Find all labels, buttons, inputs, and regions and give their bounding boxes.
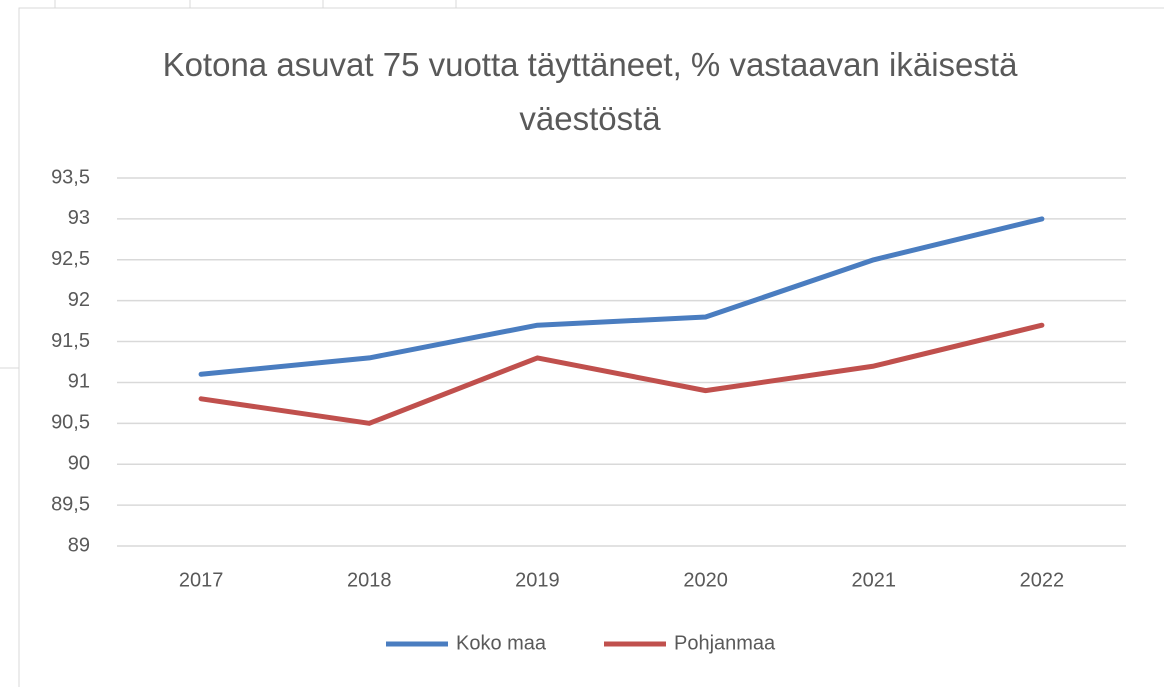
x-tick-label: 2019 bbox=[515, 569, 560, 591]
line-series bbox=[198, 322, 1045, 426]
line-series bbox=[198, 216, 1045, 377]
chart-border bbox=[18, 7, 1164, 687]
x-tick-label: 2022 bbox=[1020, 569, 1065, 591]
x-tick-label: 2017 bbox=[179, 569, 224, 591]
y-tick-label: 92,5 bbox=[51, 248, 90, 270]
chart-title: Kotona asuvat 75 vuotta täyttäneet, % va… bbox=[162, 46, 1018, 137]
y-tick-label: 91 bbox=[68, 371, 90, 393]
y-tick-label: 89 bbox=[68, 534, 90, 556]
y-tick-label: 93 bbox=[68, 207, 90, 229]
y-tick-label: 91,5 bbox=[51, 330, 90, 352]
legend-label: Koko maa bbox=[456, 632, 547, 654]
y-tick-label: 92 bbox=[68, 289, 90, 311]
y-tick-label: 89,5 bbox=[51, 493, 90, 515]
y-tick-label: 90,5 bbox=[51, 412, 90, 434]
x-tick-label: 2020 bbox=[683, 569, 728, 591]
x-tick-label: 2021 bbox=[852, 569, 897, 591]
legend-label: Pohjanmaa bbox=[674, 632, 776, 654]
y-tick-label: 93,5 bbox=[51, 166, 90, 188]
x-tick-label: 2018 bbox=[347, 569, 392, 591]
y-tick-label: 90 bbox=[68, 453, 90, 475]
